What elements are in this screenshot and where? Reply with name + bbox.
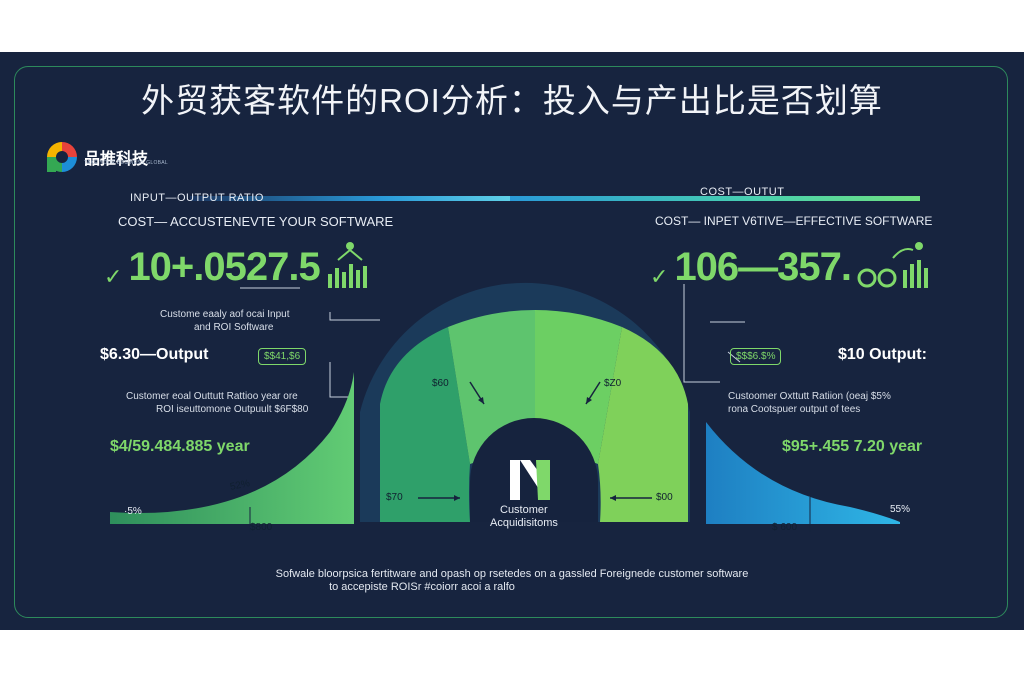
center-caption: Customer — [500, 504, 548, 516]
right-gradient-bar — [510, 196, 920, 201]
panel-frame — [14, 66, 1008, 618]
left-value-pill: $$41,$6 — [258, 348, 307, 365]
left-growth-curve — [110, 372, 354, 524]
footer-line: to accepiste ROISr #coiorr acoi a ralfo — [329, 581, 515, 593]
left-ratio-line: ROI iseuttomone Outpuult $6F$80 — [156, 404, 309, 415]
right-pct-label: 55% — [890, 504, 911, 515]
left-annotation-line: and ROI Software — [194, 322, 274, 333]
left-base-value: $800 — [250, 522, 273, 533]
page-title: 外贸获客软件的ROI分析：投入与产出比是否划算 — [141, 82, 883, 119]
check-icon: ✓ — [650, 264, 669, 289]
infographic-panel: 外贸获客软件的ROI分析：投入与产出比是否划算 品推科技 TAKE YOUR B… — [0, 52, 1024, 630]
roi-gauge-graphic — [110, 282, 900, 532]
brand-mark-icon — [47, 142, 77, 172]
brand-logo: 品推科技 TAKE YOUR BUSINESS GLOBAL — [44, 140, 168, 174]
gauge-label: $Z0 — [604, 378, 622, 389]
coins-growth-icon — [857, 242, 929, 288]
growth-bars-icon — [327, 242, 367, 288]
footer-line: Sofwale bloorpsica fertitware and opash … — [275, 568, 749, 580]
footer-caption: Sofwale bloorpsica fertitware and opash … — [0, 568, 1024, 594]
left-year-value: $4/59.484.885 year — [110, 438, 250, 455]
left-annotation: Custome eaaly aof ocai Input and ROI Sof… — [160, 308, 290, 334]
center-caption: Acquidisitoms — [490, 517, 558, 529]
left-annotation-line: Custome eaaly aof ocai Input — [160, 309, 290, 320]
right-growth-curve — [706, 422, 900, 524]
center-logo-icon — [510, 460, 550, 500]
gauge-label: $60 — [432, 378, 449, 389]
left-pct-label: ·5% — [124, 506, 142, 517]
left-ratio-text: Customer eoal Outtutt Rattioo year ore R… — [126, 390, 308, 416]
left-output-label: $6.30—Output — [100, 346, 209, 363]
check-icon: ✓ — [104, 264, 123, 289]
right-subtitle: COST— INPET V6TIVE—EFFECTIVE SOFTWARE — [655, 214, 933, 228]
left-big-figure: ✓ 10+.0527.5 — [104, 240, 374, 290]
gauge-segment — [598, 327, 688, 522]
gauge-segment — [380, 327, 470, 522]
left-gradient-bar — [190, 196, 510, 201]
left-ratio-line: Customer eoal Outtutt Rattioo year ore — [126, 391, 298, 402]
right-ratio-text: Custoomer Oxttutt Ratiion (oeaj $5% rona… — [728, 390, 891, 416]
left-bar-label: INPUT—OUTPUT RATIO — [130, 192, 264, 204]
right-year-value: $95+.455 7.20 year — [782, 438, 923, 455]
gauge-label: $00 — [656, 492, 673, 503]
gauge-label: $70 — [386, 492, 403, 503]
right-big-value: 106—357. — [674, 245, 852, 289]
right-output-label: $10 Output: — [838, 346, 927, 363]
brand-name: 品推科技 — [84, 151, 149, 168]
right-ratio-line: rona Cootspuer output of tees — [728, 404, 861, 415]
brand-tagline: TAKE YOUR BUSINESS GLOBAL — [84, 160, 169, 166]
left-big-value: 10+.0527.5 — [128, 245, 320, 289]
right-ratio-line: Custoomer Oxttutt Ratiion (oeaj $5% — [728, 391, 891, 402]
right-bar-label: COST—OUTUT — [700, 186, 785, 198]
right-big-figure: ✓ 106—357. — [650, 240, 931, 290]
right-value-pill: $$$6.$% — [730, 348, 782, 365]
connector-lines — [240, 284, 745, 398]
left-subtitle: COST— ACCUSTENEVTE YOUR SOFTWARE — [118, 214, 394, 229]
right-base-value: $ 600 — [772, 522, 798, 533]
